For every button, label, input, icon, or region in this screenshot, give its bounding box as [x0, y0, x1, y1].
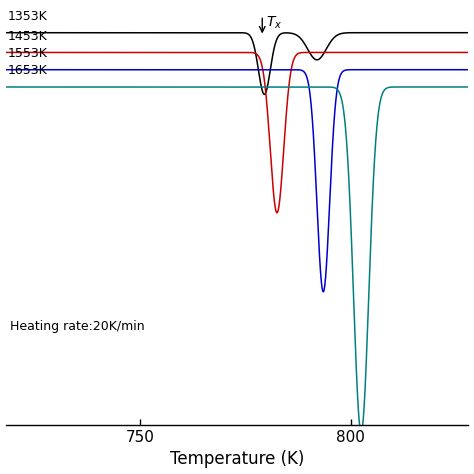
Text: 1453K: 1453K — [8, 29, 47, 43]
X-axis label: Temperature (K): Temperature (K) — [170, 450, 304, 468]
Text: $T_x$: $T_x$ — [265, 14, 282, 31]
Text: Heating rate:20K/min: Heating rate:20K/min — [10, 320, 145, 333]
Text: 1653K: 1653K — [8, 64, 47, 77]
Text: 1353K: 1353K — [8, 10, 47, 23]
Text: 1553K: 1553K — [8, 47, 47, 60]
